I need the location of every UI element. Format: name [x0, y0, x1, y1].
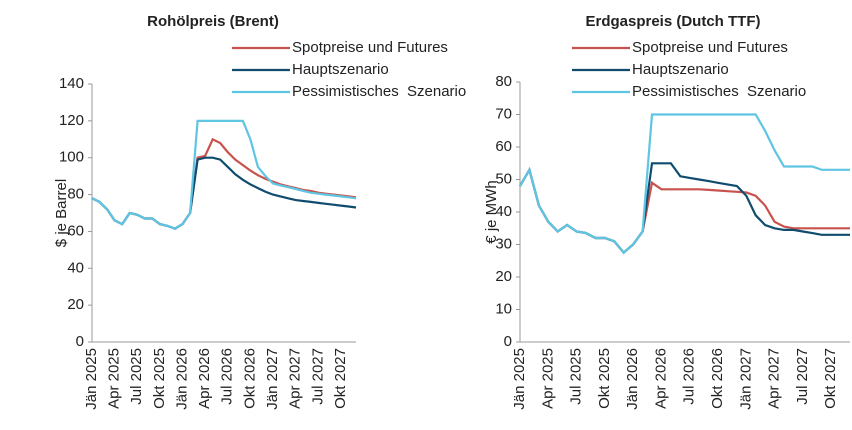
legend-label: Hauptszenario	[292, 61, 389, 78]
x-tick-label: Okt 2025	[596, 348, 613, 409]
y-tick-label: 80	[67, 186, 84, 203]
y-tick-label: 140	[59, 75, 84, 92]
series-line	[519, 162, 850, 255]
x-tick-label: Apr 2025	[106, 348, 123, 409]
x-tick-label: Jän 2027	[737, 348, 754, 410]
y-axis-label: € je MWh	[483, 180, 500, 243]
x-tick-label: Apr 2026	[196, 348, 213, 409]
x-tick-label: Jän 2026	[624, 348, 641, 410]
x-tick-label: Jul 2027	[794, 348, 811, 405]
y-tick-label: 120	[59, 112, 84, 129]
series-line	[91, 137, 357, 230]
x-tick-label: Jul 2026	[219, 348, 236, 405]
y-tick-label: 70	[495, 105, 512, 122]
y-tick-label: 100	[59, 149, 84, 166]
series-line	[519, 166, 850, 255]
y-tick-label: 20	[67, 296, 84, 313]
legend-label: Spotpreise und Futures	[632, 39, 788, 56]
x-tick-label: Jän 2027	[264, 348, 281, 410]
x-tick-label: Jul 2025	[568, 348, 585, 405]
y-tick-label: 40	[67, 259, 84, 276]
x-tick-label: Jul 2025	[128, 348, 145, 405]
chart-title: Erdgaspreis (Dutch TTF)	[585, 13, 760, 30]
x-tick-label: Okt 2026	[241, 348, 258, 409]
y-tick-label: 40	[495, 203, 512, 220]
y-tick-label: 0	[504, 333, 512, 350]
x-tick-label: Apr 2027	[766, 348, 783, 409]
series-line	[91, 119, 357, 230]
x-tick-label: Okt 2025	[151, 348, 168, 409]
y-tick-label: 0	[76, 333, 84, 350]
chart-title: Rohölpreis (Brent)	[147, 13, 279, 30]
legend-label: Spotpreise und Futures	[292, 39, 448, 56]
x-tick-label: Jän 2025	[83, 348, 100, 410]
x-tick-label: Jän 2026	[173, 348, 190, 410]
x-tick-label: Apr 2027	[287, 348, 304, 409]
legend-label: Pessimistisches Szenario	[632, 83, 806, 100]
y-tick-label: 20	[495, 268, 512, 285]
series-line	[519, 113, 850, 255]
y-tick-label: 80	[495, 73, 512, 90]
x-tick-label: Jul 2026	[681, 348, 698, 405]
y-tick-label: 60	[495, 138, 512, 155]
y-tick-label: 30	[495, 235, 512, 252]
x-tick-label: Apr 2025	[539, 348, 556, 409]
y-tick-label: 60	[67, 222, 84, 239]
y-tick-label: 50	[495, 170, 512, 187]
x-tick-label: Jul 2027	[309, 348, 326, 405]
legend-label: Pessimistisches Szenario	[292, 83, 466, 100]
y-axis-label: $ je Barrel	[53, 179, 70, 247]
x-tick-label: Apr 2026	[652, 348, 669, 409]
x-tick-label: Okt 2027	[332, 348, 349, 409]
x-tick-label: Okt 2027	[822, 348, 839, 409]
y-tick-label: 10	[495, 300, 512, 317]
x-tick-label: Okt 2026	[709, 348, 726, 409]
x-tick-label: Jän 2025	[511, 348, 528, 410]
legend-label: Hauptszenario	[632, 61, 729, 78]
